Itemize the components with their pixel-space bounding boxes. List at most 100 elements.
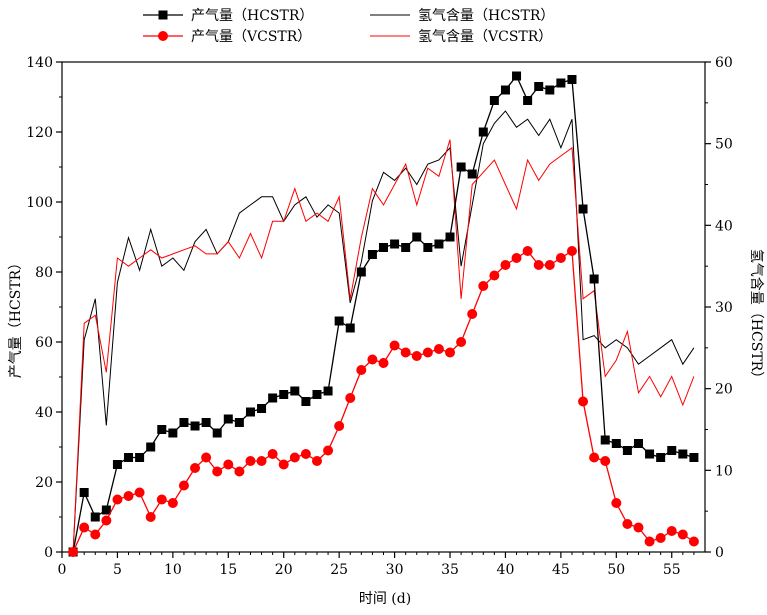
y-right-tick-label: 20 xyxy=(715,382,733,398)
data-point xyxy=(201,418,211,427)
x-tick-label: 55 xyxy=(663,562,681,578)
series-0 xyxy=(68,71,699,557)
data-point xyxy=(311,456,322,466)
data-point xyxy=(379,243,388,252)
data-point xyxy=(534,82,544,91)
data-point xyxy=(146,442,156,452)
y-left-tick-label: 20 xyxy=(35,475,53,491)
data-point xyxy=(190,421,200,431)
x-tick-label: 25 xyxy=(330,562,348,578)
axes: 0 5 10 15 20 25 30 35 40 45 50 55020406080100120140… xyxy=(26,55,733,578)
legend-label: 氢气含量（HCSTR） xyxy=(418,8,554,24)
data-point xyxy=(566,246,577,256)
data-point xyxy=(245,407,255,417)
legend-item: 产气量（HCSTR） xyxy=(143,8,313,24)
data-point xyxy=(234,466,245,477)
data-point xyxy=(212,466,223,477)
data-point xyxy=(157,425,167,434)
x-tick-label: 45 xyxy=(552,562,570,578)
data-point xyxy=(633,522,644,533)
series-line xyxy=(72,110,695,553)
data-point xyxy=(334,316,344,326)
data-point xyxy=(201,452,212,463)
data-point xyxy=(212,428,222,438)
data-point xyxy=(667,446,677,455)
data-point xyxy=(467,309,478,319)
legend: 产气量（HCSTR） 氢气含量（HCSTR） 产气量（VCSTR） 氢气含量（VCST… xyxy=(143,8,554,45)
data-point xyxy=(112,460,122,469)
y-right-tick-label: 40 xyxy=(715,218,733,234)
data-point xyxy=(445,347,456,358)
data-point xyxy=(489,96,499,105)
data-point xyxy=(135,453,145,462)
data-point xyxy=(611,439,621,448)
legend-marker xyxy=(158,31,168,41)
data-point xyxy=(411,351,422,361)
legend-marker xyxy=(158,10,168,20)
data-point xyxy=(422,347,433,358)
y-left-tick-label: 40 xyxy=(35,405,53,421)
data-point xyxy=(312,390,322,399)
x-tick-label: 20 xyxy=(275,562,293,578)
data-point xyxy=(345,323,355,333)
x-tick-label: 15 xyxy=(219,562,237,578)
data-point xyxy=(567,75,577,84)
data-point xyxy=(323,386,333,396)
data-point xyxy=(279,390,289,399)
data-point xyxy=(611,498,622,508)
data-point xyxy=(179,418,189,427)
y-left-tick-label: 80 xyxy=(35,265,53,281)
data-point xyxy=(467,169,477,179)
data-point xyxy=(401,243,411,252)
data-point xyxy=(478,127,488,137)
y-right-tick-label: 30 xyxy=(715,300,733,316)
data-point xyxy=(290,386,300,396)
data-point xyxy=(145,512,156,522)
data-point xyxy=(267,449,278,459)
y-axis-left-label: 产气量（HCSTR） xyxy=(8,256,24,378)
data-point xyxy=(434,239,444,249)
data-point xyxy=(90,512,100,522)
legend-item: 氢气含量（HCSTR） xyxy=(370,8,554,24)
data-point xyxy=(656,453,666,462)
y-left-tick-label: 60 xyxy=(35,335,53,351)
data-point xyxy=(323,445,334,456)
series-line xyxy=(72,249,695,553)
data-point xyxy=(167,498,178,508)
data-point xyxy=(678,449,688,459)
legend-item: 产气量（VCSTR） xyxy=(143,29,311,45)
data-point xyxy=(500,260,511,270)
data-point xyxy=(677,529,688,540)
y-left-tick-label: 120 xyxy=(26,125,53,141)
data-point xyxy=(223,414,233,424)
data-point xyxy=(112,494,123,505)
data-point xyxy=(633,439,643,448)
data-point xyxy=(124,453,134,462)
data-point xyxy=(356,365,367,375)
data-point xyxy=(589,452,600,463)
data-point xyxy=(256,456,267,466)
data-point xyxy=(666,526,677,536)
data-point xyxy=(423,243,433,252)
x-tick-label: 5 xyxy=(113,562,122,578)
data-point xyxy=(389,340,400,351)
data-point xyxy=(645,449,655,459)
data-point xyxy=(79,488,89,497)
data-point xyxy=(489,270,500,281)
data-point xyxy=(334,421,345,431)
data-point xyxy=(556,78,566,88)
legend-item: 氢气含量（VCSTR） xyxy=(370,29,552,45)
legend-label: 产气量（VCSTR） xyxy=(191,29,311,45)
data-point xyxy=(578,204,588,214)
data-point xyxy=(101,515,112,526)
data-point xyxy=(300,449,311,459)
data-point xyxy=(345,393,356,403)
data-point xyxy=(655,533,666,543)
data-point xyxy=(223,459,234,470)
data-point xyxy=(367,250,377,259)
x-tick-label: 50 xyxy=(607,562,625,578)
data-point xyxy=(79,522,90,533)
data-point xyxy=(600,435,610,445)
data-point xyxy=(134,487,145,498)
data-point xyxy=(412,232,422,242)
